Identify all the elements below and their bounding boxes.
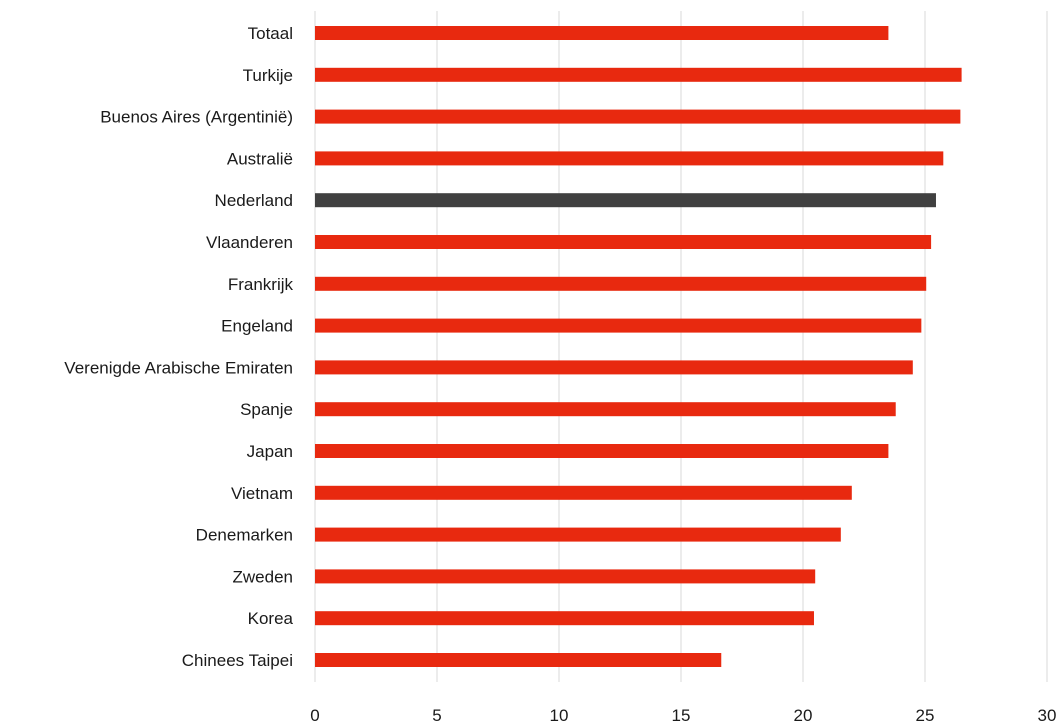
- bar: [315, 318, 922, 333]
- bar: [315, 360, 913, 375]
- category-label: Zweden: [233, 567, 293, 586]
- category-label: Denemarken: [196, 526, 293, 545]
- category-label: Buenos Aires (Argentinië): [100, 108, 293, 127]
- category-label: Vlaanderen: [206, 233, 293, 252]
- bar: [315, 151, 944, 166]
- x-tick-label: 20: [794, 706, 813, 725]
- category-label: Australië: [227, 149, 293, 168]
- category-label: Japan: [247, 442, 293, 461]
- bar: [315, 653, 722, 667]
- x-tick-label: 0: [310, 706, 319, 725]
- bar: [315, 276, 927, 291]
- x-tick-label: 10: [550, 706, 569, 725]
- bar: [315, 402, 896, 417]
- x-tick-label: 25: [916, 706, 935, 725]
- bar: [315, 235, 932, 249]
- category-label: Nederland: [215, 191, 293, 210]
- category-labels: Totaal Turkije Buenos Aires (Argentinië) Au…: [64, 24, 293, 670]
- x-tick-label: 30: [1038, 706, 1057, 725]
- x-tick-label: 15: [672, 706, 691, 725]
- bar: [315, 26, 889, 40]
- x-tick-label: 5: [432, 706, 441, 725]
- category-label: Korea: [248, 609, 294, 628]
- bar: [315, 611, 814, 626]
- category-label: Turkije: [243, 66, 293, 85]
- category-label: Verenigde Arabische Emiraten: [64, 358, 293, 377]
- bar: [315, 444, 889, 458]
- category-label: Frankrijk: [228, 275, 294, 294]
- category-label: Totaal: [248, 24, 293, 43]
- category-label: Engeland: [221, 317, 293, 336]
- bar: [315, 527, 841, 542]
- bars: [315, 26, 962, 667]
- bar: [315, 569, 816, 584]
- category-label: Vietnam: [231, 484, 293, 503]
- bar: [315, 67, 962, 82]
- category-label: Spanje: [240, 400, 293, 419]
- bar: [315, 485, 852, 500]
- bar: [315, 193, 936, 208]
- category-label: Chinees Taipei: [182, 651, 293, 670]
- bar: [315, 109, 961, 124]
- x-axis-tick-labels: 0 5 10 15 20 25 30: [310, 706, 1056, 725]
